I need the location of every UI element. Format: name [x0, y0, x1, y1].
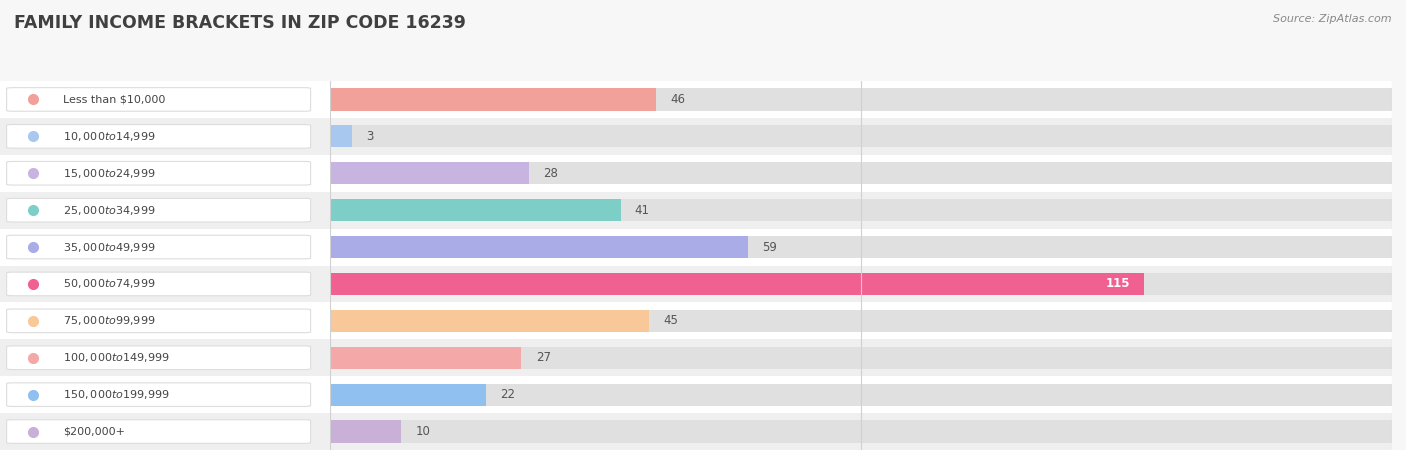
Text: $150,000 to $199,999: $150,000 to $199,999 — [63, 388, 169, 401]
Text: 10: 10 — [415, 425, 430, 438]
Bar — [330, 273, 1144, 295]
Bar — [330, 229, 1392, 266]
Bar — [330, 236, 748, 258]
Bar — [330, 302, 1392, 339]
Bar — [330, 162, 529, 184]
Bar — [0, 118, 330, 155]
Bar — [330, 88, 1392, 111]
Bar — [330, 346, 522, 369]
FancyBboxPatch shape — [7, 420, 311, 443]
Bar — [330, 413, 1392, 450]
Text: $50,000 to $74,999: $50,000 to $74,999 — [63, 278, 155, 290]
Bar — [330, 88, 657, 111]
FancyBboxPatch shape — [7, 309, 311, 333]
FancyBboxPatch shape — [7, 346, 311, 369]
Bar — [330, 339, 1392, 376]
Bar — [330, 420, 1392, 443]
Bar — [330, 162, 1392, 184]
Bar — [330, 125, 352, 148]
Bar — [330, 192, 1392, 229]
FancyBboxPatch shape — [7, 235, 311, 259]
Bar — [0, 413, 330, 450]
Bar — [330, 155, 1392, 192]
Bar — [330, 383, 486, 406]
Bar — [330, 273, 1392, 295]
Bar — [0, 229, 330, 266]
FancyBboxPatch shape — [7, 162, 311, 185]
Bar — [330, 420, 401, 443]
Text: 27: 27 — [536, 351, 551, 364]
Bar — [0, 376, 330, 413]
Bar — [0, 266, 330, 302]
Text: 59: 59 — [762, 241, 778, 253]
Text: 3: 3 — [366, 130, 373, 143]
Bar — [330, 376, 1392, 413]
Bar — [0, 302, 330, 339]
Text: 46: 46 — [671, 93, 685, 106]
Bar — [0, 339, 330, 376]
Text: Source: ZipAtlas.com: Source: ZipAtlas.com — [1274, 14, 1392, 23]
Text: Less than $10,000: Less than $10,000 — [63, 94, 165, 104]
Text: 115: 115 — [1105, 278, 1130, 290]
Bar — [330, 346, 1392, 369]
Text: 28: 28 — [543, 167, 558, 180]
Bar — [0, 155, 330, 192]
Bar — [330, 81, 1392, 118]
Text: 45: 45 — [664, 315, 678, 327]
Text: 22: 22 — [501, 388, 515, 401]
FancyBboxPatch shape — [7, 88, 311, 111]
Text: $10,000 to $14,999: $10,000 to $14,999 — [63, 130, 155, 143]
Text: $35,000 to $49,999: $35,000 to $49,999 — [63, 241, 155, 253]
Bar — [330, 310, 650, 332]
Text: $25,000 to $34,999: $25,000 to $34,999 — [63, 204, 155, 216]
Bar — [330, 199, 1392, 221]
FancyBboxPatch shape — [7, 125, 311, 148]
FancyBboxPatch shape — [7, 198, 311, 222]
Text: $15,000 to $24,999: $15,000 to $24,999 — [63, 167, 155, 180]
Bar — [330, 236, 1392, 258]
Bar — [0, 81, 330, 118]
Text: $100,000 to $149,999: $100,000 to $149,999 — [63, 351, 169, 364]
Bar — [330, 118, 1392, 155]
FancyBboxPatch shape — [7, 272, 311, 296]
Bar — [330, 266, 1392, 302]
Text: $200,000+: $200,000+ — [63, 427, 125, 436]
Bar — [330, 383, 1392, 406]
Bar — [0, 192, 330, 229]
Bar — [330, 310, 1392, 332]
FancyBboxPatch shape — [7, 383, 311, 406]
Text: $75,000 to $99,999: $75,000 to $99,999 — [63, 315, 155, 327]
Bar — [330, 125, 1392, 148]
Bar — [330, 199, 620, 221]
Text: FAMILY INCOME BRACKETS IN ZIP CODE 16239: FAMILY INCOME BRACKETS IN ZIP CODE 16239 — [14, 14, 465, 32]
Text: 41: 41 — [634, 204, 650, 216]
